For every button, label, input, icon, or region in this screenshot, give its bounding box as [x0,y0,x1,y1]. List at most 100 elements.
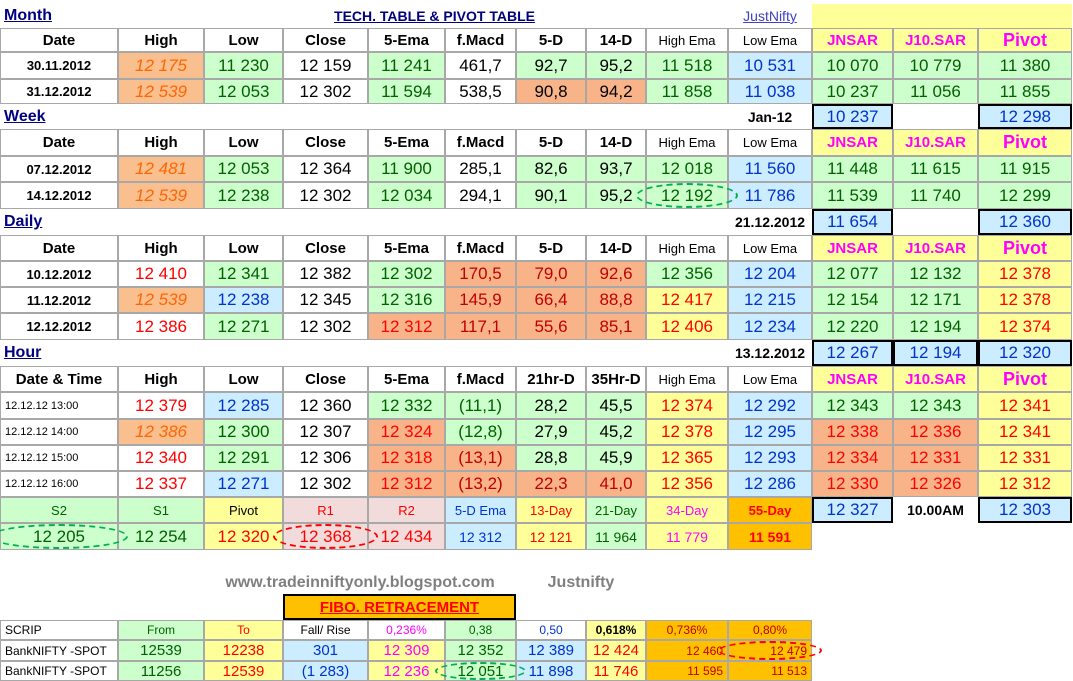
hour-row-3-col-0: 12.12.12 15:00 [0,445,118,471]
level-label-4: R2 [368,497,445,523]
level-value-7: 11 964 [586,523,646,550]
daily-row-3-col-5: 117,1 [445,313,516,340]
fibo-row-2-col-3: (1 283) [283,661,368,681]
week-row-1-col-12: 11 915 [978,156,1072,182]
fibo-row-2-col-5: 12 051 [445,661,516,681]
level-value-4: 12 434 [368,523,445,550]
month-row-1-col-3: 12 159 [283,52,368,79]
hour-header-7: 35Hr-D [586,366,646,392]
fibo-row-1-col-3: 301 [283,640,368,661]
hour-header-1: High [118,366,204,392]
hour-pivot-time: 10.00AM [907,502,964,518]
fibo-header-7: 0,618% [586,620,646,640]
month-header-6: 5-D [516,28,586,52]
month-header-5: f.Macd [445,28,516,52]
daily-row-3-col-8: 12 406 [646,313,728,340]
hour-header-0: Date & Time [0,366,118,392]
daily-header-10: JNSAR [812,235,893,261]
hour-row-4-col-3: 12 302 [283,471,368,497]
week-header-9: Low Ema [728,129,812,156]
fibo-row-2-col-1: 11256 [118,661,204,681]
daily-row-3-col-4: 12 312 [368,313,445,340]
fibo-title: FIBO. RETRACEMENT [283,594,516,620]
daily-row-2-col-2: 12 238 [204,287,283,313]
month-row-1-col-1: 12 175 [118,52,204,79]
level-value-9: 11 591 [728,523,812,550]
week-row-1-col-6: 82,6 [516,156,586,182]
fibo-row-2-col-2: 12539 [204,661,283,681]
week-row-2-col-2: 12 238 [204,182,283,209]
fibo-row-2-col-8: 11 595 [646,661,728,681]
month-row-2-col-2: 12 053 [204,79,283,104]
month-header-9: Low Ema [728,28,812,52]
section-week: Week [4,107,46,125]
month-row-2-col-6: 90,8 [516,79,586,104]
week-header-5: f.Macd [445,129,516,156]
daily-row-2-col-4: 12 316 [368,287,445,313]
section-hour: Hour [4,344,42,361]
daily-row-1-col-5: 170,5 [445,261,516,287]
daily-row-3-col-7: 85,1 [586,313,646,340]
hour-row-2-col-6: 27,9 [516,419,586,445]
level-label-8: 34-Day [646,497,728,523]
level-value-8: 11 779 [646,523,728,550]
hour-row-1-col-0: 12.12.12 13:00 [0,392,118,419]
hour-row-1-col-10: 12 343 [812,392,893,419]
daily-header-9: Low Ema [728,235,812,261]
week-row-2-col-1: 12 539 [118,182,204,209]
fibo-header-0: SCRIP [0,620,118,640]
month-row-1-col-6: 92,7 [516,52,586,79]
fibo-row-1-col-4: 12 309 [368,640,445,661]
daily-row-2-col-0: 11.12.2012 [0,287,118,313]
daily-header-12: Pivot [978,235,1072,261]
hour-pivot-jnsar: 12 327 [812,497,893,523]
hour-row-4-col-12: 12 312 [978,471,1072,497]
fibo-row-1-col-5: 12 352 [445,640,516,661]
month-header-7: 14-D [586,28,646,52]
daily-header-6: 5-D [516,235,586,261]
hour-row-4-col-2: 12 271 [204,471,283,497]
month-pivot-date: Jan-12 [747,108,793,125]
week-header-8: High Ema [646,129,728,156]
hour-row-1-col-12: 12 341 [978,392,1072,419]
week-header-12: Pivot [978,129,1072,156]
daily-row-1-col-3: 12 382 [283,261,368,287]
week-row-1-col-3: 12 364 [283,156,368,182]
level-label-3: R1 [283,497,368,523]
month-header-2: Low [204,28,283,52]
level-value-0: 12 205 [0,523,118,550]
month-row-2-col-3: 12 302 [283,79,368,104]
hour-pivot-value: 12 303 [978,497,1072,523]
month-row-2-col-8: 11 858 [646,79,728,104]
hour-header-12: Pivot [978,366,1072,392]
daily-header-2: Low [204,235,283,261]
hour-row-1-col-4: 12 332 [368,392,445,419]
week-header-1: High [118,129,204,156]
hour-row-4-col-5: (13,2) [445,471,516,497]
daily-row-3-col-0: 12.12.2012 [0,313,118,340]
fibo-row-2-col-4: 12 236 [368,661,445,681]
daily-row-2-col-11: 12 171 [893,287,978,313]
fibo-row-1-col-0: BankNIFTY -SPOT [0,640,118,661]
month-row-2-col-5: 538,5 [445,79,516,104]
hour-row-4-col-9: 12 286 [728,471,812,497]
hour-header-2: Low [204,366,283,392]
month-row-1-col-10: 10 070 [812,52,893,79]
hour-row-1-col-7: 45,5 [586,392,646,419]
month-row-2-col-12: 11 855 [978,79,1072,104]
month-row-1-col-7: 95,2 [586,52,646,79]
week-header-6: 5-D [516,129,586,156]
month-row-1-col-2: 11 230 [204,52,283,79]
daily-header-3: Close [283,235,368,261]
hour-row-2-col-7: 45,2 [586,419,646,445]
week-row-1-col-0: 07.12.2012 [0,156,118,182]
hour-header-5: f.Macd [445,366,516,392]
week-row-2-col-7: 95,2 [586,182,646,209]
hour-header-4: 5-Ema [368,366,445,392]
week-pivot-value: 12 360 [978,209,1072,235]
week-header-3: Close [283,129,368,156]
week-row-2-col-11: 11 740 [893,182,978,209]
level-label-5: 5-D Ema [445,497,516,523]
month-pivot-jnsar: 10 237 [812,104,893,129]
